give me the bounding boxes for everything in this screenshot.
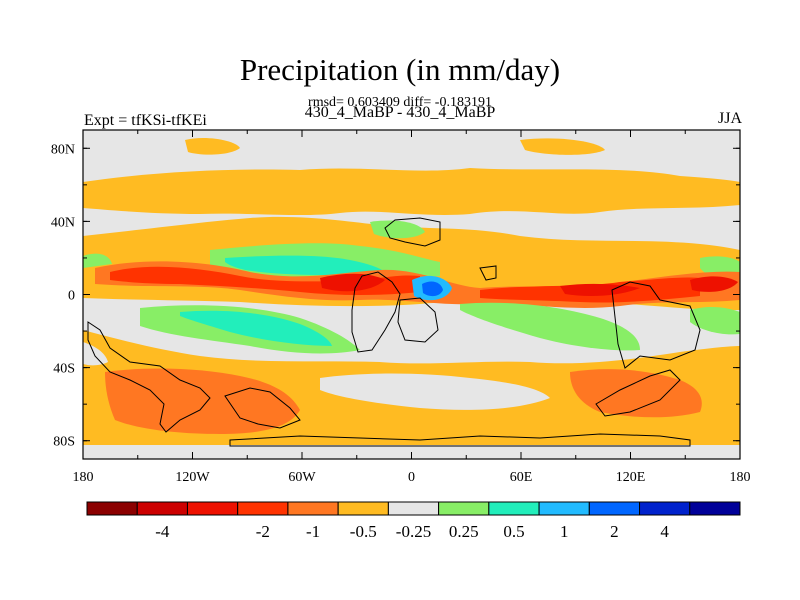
precipitation-field (83, 130, 740, 459)
stats-text: rmsd= 0.603409 diff= -0.183191 (308, 95, 492, 110)
colorbar-swatch (136, 501, 188, 516)
south-gray-gap (320, 373, 550, 410)
colorbar-label: 0.5 (503, 522, 524, 541)
north-cyan-band (225, 255, 385, 275)
x-tick-label: 0 (408, 470, 415, 485)
colorbar-swatch (689, 501, 741, 516)
colorbar-swatch (186, 501, 239, 516)
colorbar-label: -2 (256, 522, 270, 541)
experiment-label: Expt = tfKSi-tfKEi (84, 112, 207, 129)
south-cyan-band (180, 310, 332, 346)
antarctica-outline (229, 433, 691, 447)
season-label: JJA (717, 110, 742, 127)
colorbar-swatch (387, 501, 440, 516)
south-gray-gap-2 (83, 342, 108, 366)
chart-subtitle: 430_4_MaBP - 430_4_MaBP (304, 104, 496, 121)
equatorial-deep-red (320, 273, 385, 292)
colorbar-swatch (588, 501, 641, 516)
colorbar-label: -0.25 (396, 522, 431, 541)
chart-title: Precipitation (in mm/day) (239, 52, 561, 87)
north-orange-patch-2 (520, 138, 605, 155)
x-axis: 180 120W 60W 0 60E 120E 180 (73, 130, 751, 485)
atlantic-green-patch (83, 253, 112, 268)
south-america-outline (87, 321, 211, 433)
colorbar-label: 0.25 (449, 522, 479, 541)
colorbar-swatch (639, 501, 691, 516)
y-tick-label: 80S (53, 435, 75, 450)
patagonia-outline (224, 387, 301, 429)
australia-outline (611, 281, 701, 369)
colorbar-swatch (438, 501, 490, 516)
y-axis: 80N 40N 0 40S 80S (51, 142, 740, 450)
colorbar-swatch (538, 501, 590, 516)
x-tick-label: 120W (175, 470, 210, 485)
south-orange-deep (105, 368, 300, 434)
x-tick-label: 180 (730, 470, 751, 485)
east-south-outline (595, 369, 681, 417)
colorbar-swatch (337, 501, 389, 516)
x-tick-label: 60E (510, 470, 533, 485)
asia-green-patch (370, 220, 425, 239)
colorbar-label: -1 (306, 522, 320, 541)
south-orange-east (570, 369, 702, 418)
y-tick-label: 40S (53, 362, 75, 377)
land-outlines (87, 217, 701, 447)
arabia-outline (397, 297, 439, 343)
colorbar-label: 2 (610, 522, 619, 541)
pacific-red-east (690, 276, 738, 292)
north-orange-band (83, 168, 740, 216)
africa-blue-spot (422, 281, 443, 297)
colorbar-label: -0.5 (350, 522, 377, 541)
colorbar-swatch (237, 501, 289, 516)
colorbar-label: -4 (155, 522, 170, 541)
north-africa-outline (384, 217, 441, 247)
colorbar-swatch (287, 501, 339, 516)
colorbar-swatch (488, 501, 540, 516)
x-tick-label: 180 (73, 470, 94, 485)
y-tick-label: 0 (68, 289, 75, 304)
africa-outline (351, 271, 401, 353)
y-tick-label: 40N (51, 215, 75, 230)
colorbar-label: 1 (560, 522, 569, 541)
y-tick-label: 80N (51, 142, 75, 157)
india-outline (479, 265, 497, 281)
colorbar: -4 -2 -1 -0.5 -0.25 0.25 0.5 1 2 4 (86, 501, 741, 541)
x-tick-label: 60W (288, 470, 316, 485)
north-orange-patch (185, 137, 240, 155)
x-tick-label: 120E (616, 470, 646, 485)
colorbar-label: 4 (660, 522, 669, 541)
colorbar-swatch (86, 501, 138, 516)
indian-green-band (460, 302, 640, 351)
pacific-south-green (690, 306, 740, 335)
